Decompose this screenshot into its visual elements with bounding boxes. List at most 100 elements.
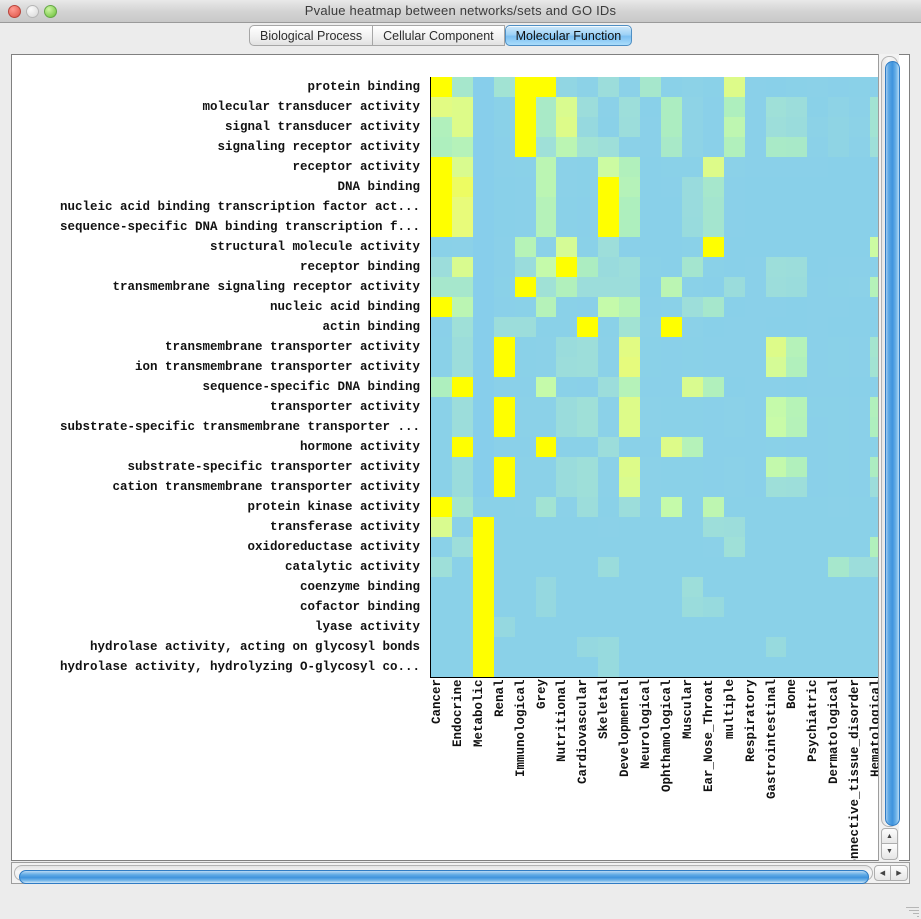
heatmap-cell[interactable] xyxy=(786,657,808,677)
heatmap-cell[interactable] xyxy=(744,77,766,97)
heatmap-cell[interactable] xyxy=(619,97,641,117)
heatmap-cell[interactable] xyxy=(765,457,787,477)
heatmap-cell[interactable] xyxy=(619,197,641,217)
heatmap-cell[interactable] xyxy=(828,337,850,357)
heatmap-cell[interactable] xyxy=(535,557,557,577)
heatmap-cell[interactable] xyxy=(786,357,808,377)
heatmap-cell[interactable] xyxy=(681,77,703,97)
heatmap-cell[interactable] xyxy=(514,217,536,237)
heatmap-cell[interactable] xyxy=(535,657,557,677)
heatmap-cell[interactable] xyxy=(535,437,557,457)
heatmap-cell[interactable] xyxy=(807,237,829,257)
heatmap-cell[interactable] xyxy=(556,557,578,577)
heatmap-cell[interactable] xyxy=(640,657,661,677)
heatmap-cell[interactable] xyxy=(640,477,661,497)
heatmap-cell[interactable] xyxy=(431,157,452,177)
heatmap-cell[interactable] xyxy=(535,217,557,237)
heatmap-cell[interactable] xyxy=(556,297,578,317)
heatmap-cell[interactable] xyxy=(619,437,641,457)
heatmap-cell[interactable] xyxy=(681,197,703,217)
horizontal-scroll-track[interactable] xyxy=(14,865,873,884)
heatmap-cell[interactable] xyxy=(744,217,766,237)
heatmap-cell[interactable] xyxy=(660,137,682,157)
heatmap-cell[interactable] xyxy=(472,437,494,457)
heatmap-cell[interactable] xyxy=(535,277,557,297)
heatmap-cell[interactable] xyxy=(640,257,661,277)
heatmap-cell[interactable] xyxy=(493,537,515,557)
heatmap-cell[interactable] xyxy=(431,457,452,477)
heatmap-cell[interactable] xyxy=(431,337,452,357)
heatmap-cell[interactable] xyxy=(472,97,494,117)
heatmap-cell[interactable] xyxy=(828,377,850,397)
heatmap-cell[interactable] xyxy=(577,437,599,457)
heatmap-cell[interactable] xyxy=(472,77,494,97)
heatmap-cell[interactable] xyxy=(472,557,494,577)
scroll-down-icon[interactable]: ▼ xyxy=(881,844,898,860)
heatmap-cell[interactable] xyxy=(828,117,850,137)
heatmap-cell[interactable] xyxy=(765,477,787,497)
heatmap-cell[interactable] xyxy=(472,377,494,397)
heatmap-cell[interactable] xyxy=(828,517,850,537)
heatmap-cell[interactable] xyxy=(619,637,641,657)
heatmap-cell[interactable] xyxy=(702,557,724,577)
heatmap-cell[interactable] xyxy=(786,337,808,357)
heatmap-grid[interactable] xyxy=(430,77,890,678)
heatmap-cell[interactable] xyxy=(786,537,808,557)
heatmap-cell[interactable] xyxy=(723,597,745,617)
heatmap-cell[interactable] xyxy=(619,77,641,97)
heatmap-cell[interactable] xyxy=(577,417,599,437)
heatmap-cell[interactable] xyxy=(744,557,766,577)
heatmap-cell[interactable] xyxy=(681,657,703,677)
heatmap-cell[interactable] xyxy=(660,277,682,297)
heatmap-cell[interactable] xyxy=(723,137,745,157)
horizontal-scrollbar[interactable]: ◀ ▶ xyxy=(11,862,910,884)
heatmap-cell[interactable] xyxy=(786,397,808,417)
heatmap-cell[interactable] xyxy=(723,577,745,597)
heatmap-cell[interactable] xyxy=(535,397,557,417)
heatmap-cell[interactable] xyxy=(640,97,661,117)
heatmap-cell[interactable] xyxy=(619,357,641,377)
tab-molecular-function[interactable]: Molecular Function xyxy=(504,25,633,46)
heatmap-cell[interactable] xyxy=(744,117,766,137)
heatmap-cell[interactable] xyxy=(807,477,829,497)
tab-cellular-component[interactable]: Cellular Component xyxy=(373,25,505,46)
heatmap-cell[interactable] xyxy=(786,317,808,337)
heatmap-cell[interactable] xyxy=(744,497,766,517)
heatmap-cell[interactable] xyxy=(556,617,578,637)
heatmap-cell[interactable] xyxy=(660,237,682,257)
heatmap-cell[interactable] xyxy=(786,177,808,197)
heatmap-cell[interactable] xyxy=(619,137,641,157)
heatmap-cell[interactable] xyxy=(431,197,452,217)
heatmap-cell[interactable] xyxy=(765,577,787,597)
heatmap-cell[interactable] xyxy=(598,257,620,277)
heatmap-cell[interactable] xyxy=(765,657,787,677)
heatmap-cell[interactable] xyxy=(723,77,745,97)
heatmap-cell[interactable] xyxy=(556,177,578,197)
heatmap-cell[interactable] xyxy=(807,197,829,217)
heatmap-cell[interactable] xyxy=(472,257,494,277)
heatmap-cell[interactable] xyxy=(765,557,787,577)
heatmap-cell[interactable] xyxy=(723,217,745,237)
heatmap-cell[interactable] xyxy=(619,537,641,557)
heatmap-cell[interactable] xyxy=(619,497,641,517)
heatmap-cell[interactable] xyxy=(681,457,703,477)
heatmap-cell[interactable] xyxy=(598,477,620,497)
heatmap-cell[interactable] xyxy=(514,257,536,277)
heatmap-cell[interactable] xyxy=(660,197,682,217)
heatmap-cell[interactable] xyxy=(493,417,515,437)
tab-biological-process[interactable]: Biological Process xyxy=(249,25,374,46)
heatmap-cell[interactable] xyxy=(514,597,536,617)
heatmap-cell[interactable] xyxy=(765,357,787,377)
heatmap-cell[interactable] xyxy=(431,277,452,297)
heatmap-cell[interactable] xyxy=(723,497,745,517)
heatmap-cell[interactable] xyxy=(640,277,661,297)
heatmap-cell[interactable] xyxy=(493,317,515,337)
heatmap-cell[interactable] xyxy=(431,577,452,597)
heatmap-cell[interactable] xyxy=(723,557,745,577)
heatmap-cell[interactable] xyxy=(556,517,578,537)
heatmap-cell[interactable] xyxy=(535,257,557,277)
heatmap-cell[interactable] xyxy=(598,377,620,397)
heatmap-cell[interactable] xyxy=(786,297,808,317)
heatmap-cell[interactable] xyxy=(535,177,557,197)
heatmap-cell[interactable] xyxy=(598,117,620,137)
